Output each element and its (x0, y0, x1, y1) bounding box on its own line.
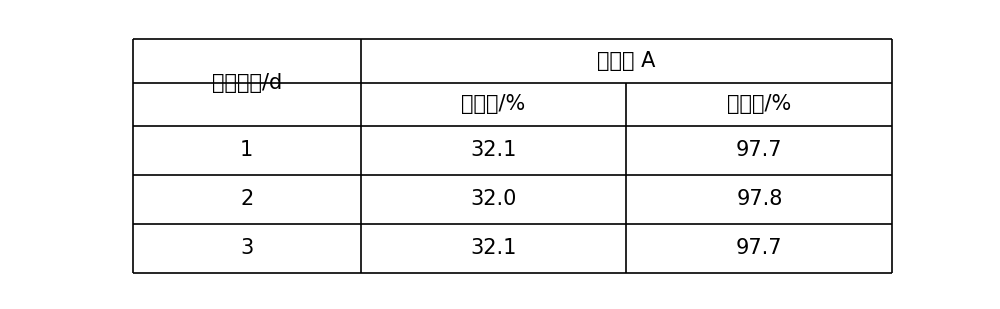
Text: 97.8: 97.8 (736, 189, 783, 209)
Text: 97.7: 97.7 (736, 238, 783, 258)
Text: 32.1: 32.1 (470, 140, 517, 160)
Text: 32.0: 32.0 (470, 189, 517, 209)
Text: 反应时间/d: 反应时间/d (212, 73, 282, 93)
Text: 转化率/%: 转化率/% (461, 94, 526, 114)
Text: 1: 1 (240, 140, 253, 160)
Text: 97.7: 97.7 (736, 140, 783, 160)
Text: 催化剑 A: 催化剑 A (597, 51, 656, 71)
Text: 32.1: 32.1 (470, 238, 517, 258)
Text: 3: 3 (240, 238, 253, 258)
Text: 选择性/%: 选择性/% (727, 94, 791, 114)
Text: 2: 2 (240, 189, 253, 209)
